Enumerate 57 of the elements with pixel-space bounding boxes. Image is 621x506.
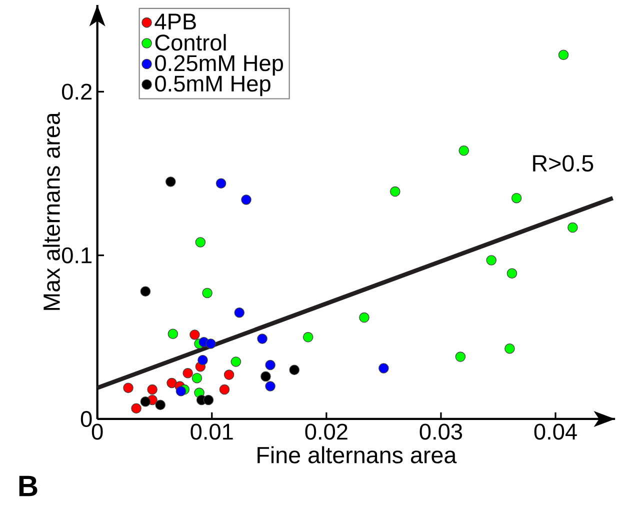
- point: [131, 403, 142, 414]
- point: [511, 192, 522, 204]
- point: [176, 386, 186, 396]
- point: [458, 145, 470, 156]
- y-axis-title: Max alternans area: [42, 112, 60, 310]
- x-tick-label: 0.02: [305, 424, 348, 440]
- x-tick-label: 0.04: [534, 424, 577, 440]
- legend-label: 0.5mM Hep: [155, 76, 270, 96]
- y-tick-label: 0.2: [62, 84, 92, 100]
- x-tick-label: 0.03: [420, 424, 462, 440]
- point: [216, 178, 226, 188]
- point: [166, 378, 177, 388]
- point: [234, 307, 245, 318]
- point: [265, 381, 276, 392]
- point: [302, 332, 314, 342]
- x-tick-label: 0: [92, 424, 103, 440]
- point: [155, 400, 166, 410]
- point: [257, 334, 268, 344]
- point: [219, 384, 230, 395]
- point: [558, 50, 569, 60]
- point: [198, 354, 208, 366]
- point: [378, 363, 389, 374]
- point: [168, 328, 178, 340]
- annotation: R>0.5: [533, 155, 594, 172]
- point: [230, 356, 242, 367]
- point: [455, 352, 466, 362]
- y-tick-label: 0.1: [62, 247, 92, 264]
- point: [241, 194, 252, 205]
- y-tick-label: 0: [80, 410, 92, 428]
- point: [166, 176, 176, 187]
- point: [182, 368, 193, 378]
- point: [192, 372, 202, 384]
- point: [506, 268, 518, 278]
- point: [140, 396, 151, 407]
- point: [140, 286, 151, 296]
- legend-label: 4PB: [154, 14, 196, 30]
- point: [190, 330, 200, 340]
- text: B: [19, 476, 38, 496]
- point: [359, 312, 370, 323]
- x-tick-label: 0.01: [190, 424, 233, 440]
- point: [504, 343, 515, 354]
- x-axis-title: Fine alternans area: [258, 446, 457, 464]
- point: [123, 382, 134, 394]
- legend-label: Control: [155, 34, 226, 51]
- point: [260, 371, 271, 382]
- point: [224, 370, 234, 380]
- point: [202, 288, 212, 298]
- point: [206, 338, 216, 349]
- point: [203, 394, 214, 406]
- legend-label: 0.25mM Hep: [155, 55, 283, 76]
- point: [289, 364, 300, 376]
- point: [195, 237, 206, 248]
- point: [390, 186, 400, 197]
- point: [568, 222, 578, 233]
- point: [486, 255, 496, 266]
- point: [265, 360, 276, 370]
- point: [147, 384, 158, 395]
